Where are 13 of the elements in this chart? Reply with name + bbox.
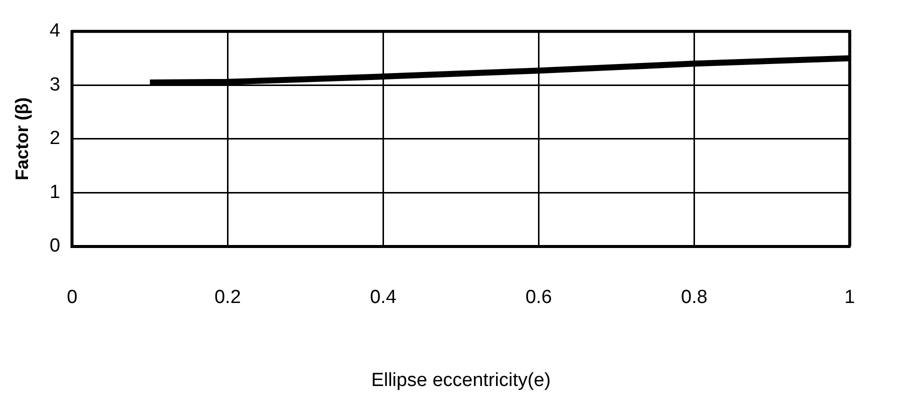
x-tick-label: 0.8 [680, 287, 708, 308]
x-tick-label: 1 [844, 287, 856, 308]
x-tick-label: 0.4 [370, 287, 397, 308]
y-tick-label: 3 [50, 74, 60, 96]
x-tick-label: 0.6 [525, 287, 552, 308]
y-axis-title: Factor (β) [12, 97, 32, 180]
y-tick-label: 2 [50, 128, 60, 150]
x-axis-title: Ellipse eccentricity(e) [371, 370, 551, 391]
x-tick-label: 0 [66, 287, 78, 308]
y-tick-label: 1 [50, 182, 60, 203]
x-tick-label: 0.2 [214, 287, 241, 308]
y-tick-label: 4 [50, 20, 61, 42]
y-tick-label: 0 [50, 236, 60, 257]
